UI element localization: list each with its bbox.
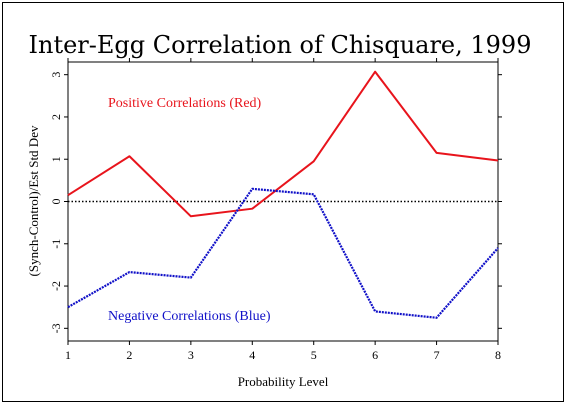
x-tick-label: 2 <box>126 348 132 362</box>
negative-correlations-line <box>67 187 499 319</box>
x-tick-label: 3 <box>188 348 194 362</box>
y-tick-label: -3 <box>49 323 63 333</box>
y-tick-label: -2 <box>49 281 63 291</box>
positive-correlations-label: Positive Correlations (Red) <box>108 96 262 111</box>
y-tick-label: 3 <box>49 72 63 78</box>
negative-correlations-label: Negative Correlations (Blue) <box>108 309 271 324</box>
x-tick-label: 1 <box>65 348 71 362</box>
x-axis-label: Probability Level <box>238 374 329 389</box>
y-axis: -3 -2 -1 0 1 2 3 <box>49 72 502 333</box>
x-tick-label: 7 <box>434 348 440 362</box>
x-tick-label: 4 <box>249 348 255 362</box>
y-tick-label: 2 <box>49 114 63 120</box>
chart-title: Inter-Egg Correlation of Chisquare, 1999 <box>29 31 532 59</box>
y-tick-label: 0 <box>49 199 63 205</box>
series-layer <box>67 70 499 319</box>
x-tick-label: 6 <box>372 348 378 362</box>
y-axis-label: (Synch-Control)/Est Std Dev <box>26 125 41 276</box>
y-tick-label: -1 <box>49 239 63 249</box>
y-tick-label: 1 <box>49 156 63 162</box>
positive-correlations-line <box>67 70 499 218</box>
x-axis: 1 2 3 4 5 6 7 8 <box>65 58 501 362</box>
x-tick-label: 8 <box>495 348 501 362</box>
x-tick-label: 5 <box>311 348 317 362</box>
